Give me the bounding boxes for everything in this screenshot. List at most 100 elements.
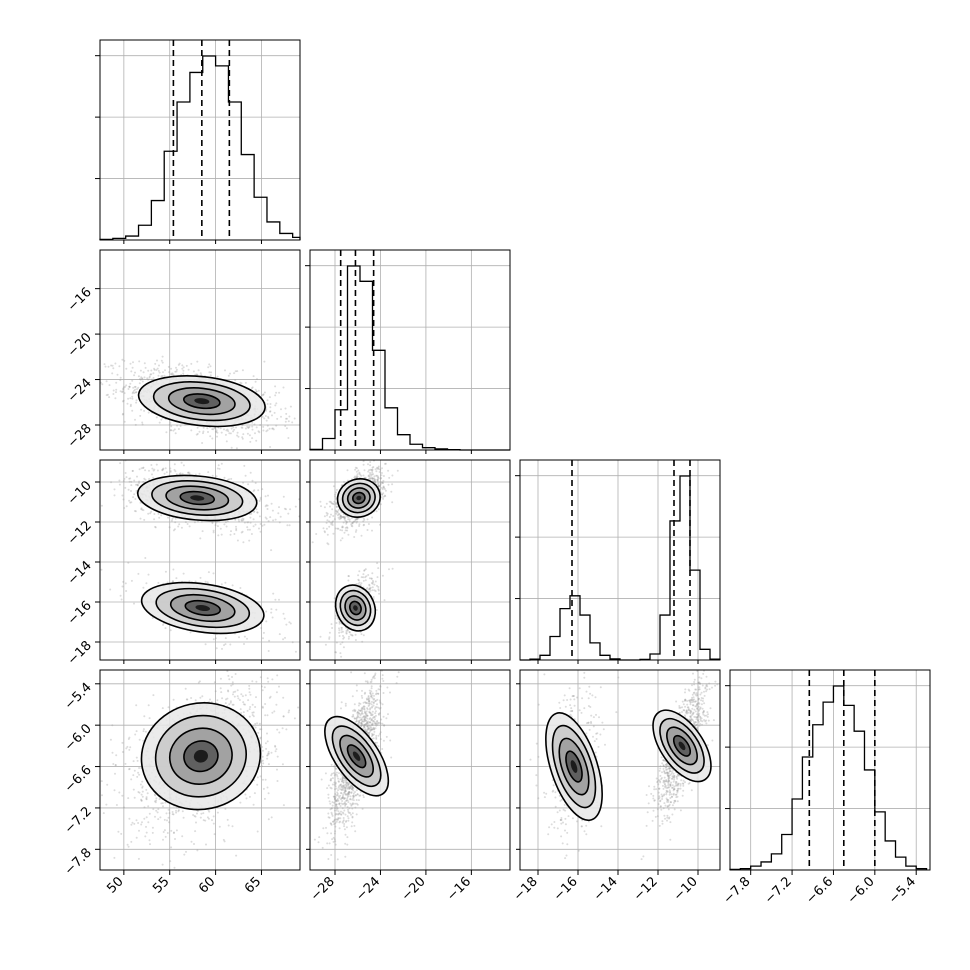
- scatter-point: [127, 488, 130, 491]
- scatter-point: [188, 525, 191, 528]
- contour-line: [179, 490, 216, 506]
- scatter-point: [138, 360, 141, 363]
- y-tick-label: −16: [65, 285, 95, 315]
- scatter-point: [137, 375, 140, 378]
- scatter-point: [377, 475, 380, 478]
- scatter-point: [155, 369, 158, 371]
- scatter-point: [131, 409, 134, 412]
- scatter-point: [173, 528, 176, 531]
- scatter-point: [106, 393, 109, 396]
- scatter-point: [254, 380, 257, 383]
- scatter-point: [114, 397, 117, 400]
- scatter-point: [230, 684, 233, 687]
- scatter-point: [143, 362, 146, 365]
- scatter-point: [371, 579, 374, 582]
- scatter-point: [235, 529, 238, 532]
- scatter-point: [247, 521, 250, 524]
- scatter-point: [125, 367, 128, 370]
- scatter-point: [172, 813, 175, 816]
- scatter-point: [145, 788, 148, 791]
- scatter-point: [246, 528, 249, 531]
- scatter-point: [171, 580, 174, 583]
- scatter-point: [369, 461, 372, 463]
- scatter-point: [111, 372, 114, 375]
- scatter-point: [207, 571, 210, 574]
- scatter-point: [148, 469, 150, 472]
- scatter-point: [136, 759, 139, 762]
- y-tick-label: −24: [65, 376, 95, 406]
- scatter-point: [251, 437, 254, 440]
- scatter-point: [119, 376, 122, 379]
- scatter-point: [125, 590, 128, 592]
- scatter-point: [325, 527, 328, 530]
- scatter-point: [339, 643, 342, 646]
- scatter-point: [133, 602, 135, 605]
- scatter-point: [156, 367, 159, 370]
- scatter-point: [139, 378, 142, 381]
- scatter-point: [143, 817, 146, 820]
- scatter-point: [339, 652, 342, 655]
- scatter-point: [246, 432, 249, 435]
- scatter-point: [342, 637, 345, 640]
- scatter-point: [294, 650, 297, 653]
- scatter-point: [353, 476, 356, 479]
- scatter-point: [354, 530, 357, 533]
- scatter-point: [255, 696, 257, 699]
- scatter-point: [121, 391, 124, 394]
- scatter-point: [369, 477, 372, 480]
- scatter-point: [211, 521, 214, 524]
- scatter-point: [107, 365, 110, 368]
- scatter-point: [259, 737, 262, 740]
- scatter-point: [112, 393, 115, 395]
- scatter-point: [223, 644, 225, 647]
- scatter-point: [339, 514, 342, 517]
- scatter-point: [132, 386, 135, 389]
- scatter-point: [341, 630, 344, 633]
- scatter-point: [360, 633, 363, 636]
- scatter-point: [371, 477, 374, 480]
- scatter-point: [196, 426, 199, 429]
- scatter-point: [287, 437, 290, 439]
- scatter-point: [144, 730, 147, 733]
- scatter-point: [332, 532, 335, 535]
- scatter-point: [157, 369, 160, 372]
- scatter-point: [192, 370, 195, 373]
- scatter-point: [121, 358, 124, 361]
- scatter-point: [105, 394, 108, 397]
- scatter-point: [267, 415, 270, 418]
- scatter-point: [231, 825, 234, 828]
- scatter-point: [142, 586, 145, 589]
- density-fill: [195, 604, 211, 612]
- scatter-point: [311, 541, 314, 544]
- scatter-point: [169, 470, 172, 473]
- scatter-point: [291, 641, 294, 644]
- scatter-point: [286, 524, 289, 527]
- scatter-point: [372, 596, 375, 598]
- scatter-point: [350, 524, 353, 527]
- scatter-point: [139, 414, 142, 417]
- scatter-point: [143, 409, 146, 412]
- scatter-point: [387, 469, 390, 472]
- scatter-point: [148, 375, 151, 378]
- scatter-point: [282, 495, 285, 498]
- scatter-point: [150, 369, 153, 372]
- scatter-point: [282, 386, 285, 389]
- y-tick-label: −16: [65, 598, 95, 628]
- scatter-point: [269, 403, 272, 405]
- scatter-point: [257, 489, 260, 492]
- scatter-point: [345, 632, 348, 635]
- scatter-point: [361, 640, 364, 643]
- scatter-point: [144, 557, 147, 559]
- scatter-point: [121, 494, 124, 497]
- scatter-point: [158, 516, 161, 519]
- scatter-point: [368, 477, 370, 480]
- scatter-point: [124, 385, 127, 388]
- scatter-point: [194, 830, 197, 833]
- scatter-point: [268, 396, 271, 399]
- scatter-point: [171, 518, 174, 520]
- scatter-point: [129, 382, 132, 385]
- scatter-point: [157, 808, 160, 811]
- density-fill: [194, 398, 210, 405]
- scatter-point: [252, 525, 255, 528]
- scatter-point: [234, 379, 237, 382]
